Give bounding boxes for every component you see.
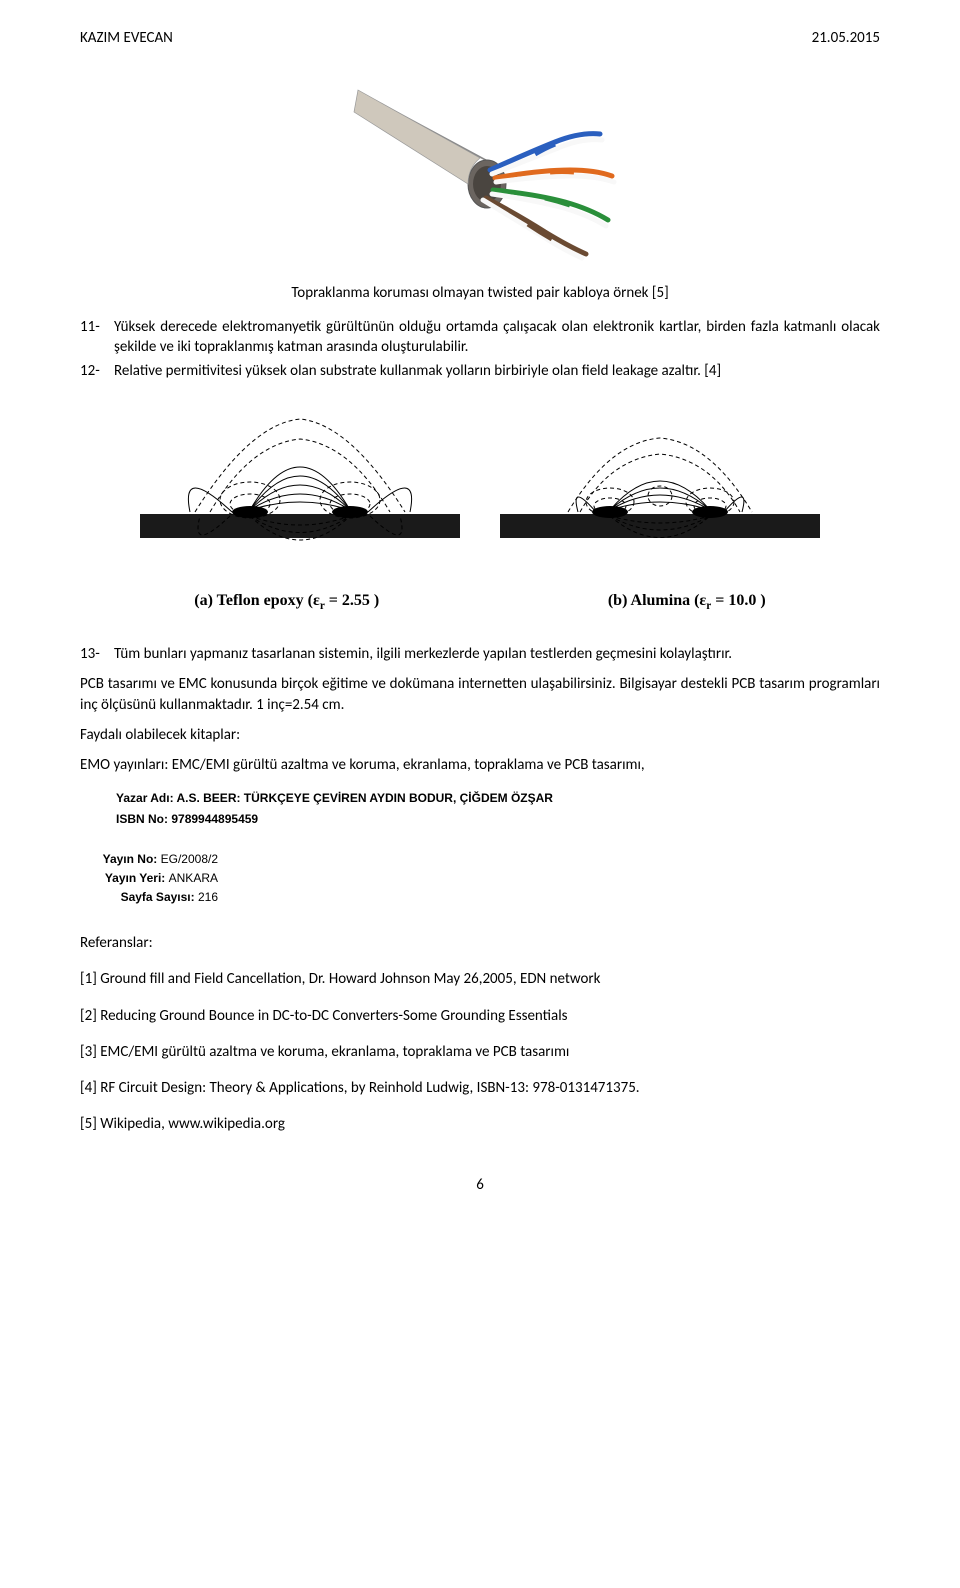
book-pages-label: Sayfa Sayısı:: [121, 890, 198, 904]
book-info-block: Yazar Adı: A.S. BEER: TÜRKÇEYE ÇEVİREN A…: [116, 789, 880, 829]
book-pub-block: Yayın No: EG/2008/2 Yayın Yeri: ANKARA S…: [80, 850, 880, 908]
book-pubno-row: Yayın No: EG/2008/2: [80, 850, 218, 869]
header-author: KAZIM EVECAN: [80, 28, 173, 48]
reference-5: [5] Wikipedia, www.wikipedia.org: [80, 1114, 880, 1134]
book-pubno-value: EG/2008/2: [161, 852, 218, 866]
paragraph-useful-books: Faydalı olabilecek kitaplar:: [80, 725, 880, 745]
figure-field-labels: (a) Teflon epoxy (εr = 2.55 ) (b) Alumin…: [80, 590, 880, 614]
item-11-text: Yüksek derecede elektromanyetik gürültün…: [114, 317, 880, 358]
list-item-11: 11- Yüksek derecede elektromanyetik gürü…: [80, 317, 880, 358]
cable-svg: [330, 72, 630, 262]
reference-1: [1] Ground fill and Field Cancellation, …: [80, 969, 880, 989]
book-isbn-value: 9789944895459: [171, 812, 258, 826]
reference-3: [3] EMC/EMI gürültü azaltma ve koruma, e…: [80, 1042, 880, 1062]
book-pubplace-label: Yayın Yeri:: [105, 871, 169, 885]
paragraph-pcb-emc: PCB tasarımı ve EMC konusunda birçok eği…: [80, 674, 880, 715]
item-11-number: 11-: [80, 317, 114, 358]
header-date: 21.05.2015: [812, 28, 880, 48]
item-12-text: Relative permitivitesi yüksek olan subst…: [114, 361, 880, 381]
list-item-12: 12- Relative permitivitesi yüksek olan s…: [80, 361, 880, 381]
reference-4: [4] RF Circuit Design: Theory & Applicat…: [80, 1078, 880, 1098]
book-isbn-row: ISBN No: 9789944895459: [116, 810, 880, 829]
references-title: Referanslar:: [80, 933, 880, 953]
field-lines-svg: [130, 404, 830, 574]
field-label-b: (b) Alumina (εr = 10.0 ): [608, 590, 766, 614]
book-isbn-label: ISBN No:: [116, 812, 171, 826]
figure-field-lines: [80, 404, 880, 580]
item-12-number: 12-: [80, 361, 114, 381]
figure-cable-caption: Topraklanma koruması olmayan twisted pai…: [80, 283, 880, 303]
item-13-text: Tüm bunları yapmanız tasarlanan sistemin…: [114, 644, 880, 664]
figure-cable: [80, 72, 880, 268]
book-pubno-label: Yayın No:: [103, 852, 161, 866]
book-author-row: Yazar Adı: A.S. BEER: TÜRKÇEYE ÇEVİREN A…: [116, 789, 880, 808]
field-label-a: (a) Teflon epoxy (εr = 2.55 ): [194, 590, 379, 614]
book-pages-value: 216: [198, 890, 218, 904]
page-header: KAZIM EVECAN 21.05.2015: [80, 28, 880, 48]
book-pubplace-value: ANKARA: [169, 871, 218, 885]
page-number: 6: [80, 1175, 880, 1195]
book-author-value: A.S. BEER: TÜRKÇEYE ÇEVİREN AYDIN BODUR,…: [176, 791, 552, 805]
book-author-label: Yazar Adı:: [116, 791, 176, 805]
book-pages-row: Sayfa Sayısı: 216: [80, 888, 218, 907]
paragraph-emo-pub: EMO yayınları: EMC/EMI gürültü azaltma v…: [80, 755, 880, 775]
list-item-13: 13- Tüm bunları yapmanız tasarlanan sist…: [80, 644, 880, 664]
item-13-number: 13-: [80, 644, 114, 664]
reference-2: [2] Reducing Ground Bounce in DC-to-DC C…: [80, 1006, 880, 1026]
book-pubplace-row: Yayın Yeri: ANKARA: [80, 869, 218, 888]
